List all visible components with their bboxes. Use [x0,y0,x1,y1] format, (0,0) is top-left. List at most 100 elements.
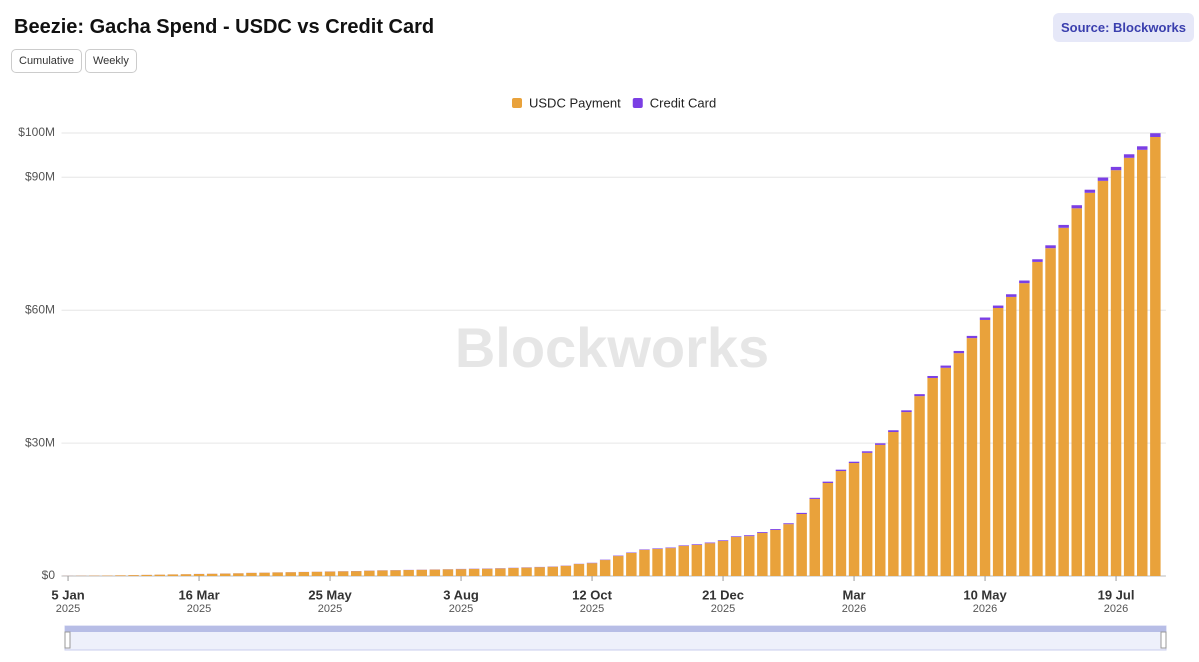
bar-segment [809,497,820,499]
bar-segment [757,532,768,534]
bar-segment [1071,205,1082,209]
navigator [64,625,1167,651]
bar-segment [1019,280,1030,284]
bar-segment [1110,170,1122,576]
bar-segment [822,481,834,483]
bar-segment [599,560,611,576]
y-tick-label: $30M [25,435,55,449]
bar-segment [940,367,951,576]
bar-segment [953,350,965,354]
x-tick-label: Mar [842,587,865,602]
x-tick-label: 12 Oct [572,587,612,602]
x-tick-year: 2025 [580,603,604,615]
bar-segment [704,542,716,544]
bar-segment [953,353,965,576]
bar-segment [246,572,257,576]
bar-segment [652,548,663,576]
bar-segment [992,307,1004,576]
bar-segment [730,536,742,538]
navigator-scrollbar[interactable] [65,626,1166,632]
bar-segment [128,575,139,576]
cumulative-button[interactable]: Cumulative [11,49,83,73]
bar-segment [848,461,860,464]
x-tick-label: 5 Jan [51,587,84,602]
bar-segment [1084,192,1096,576]
bar-segment [220,573,231,576]
bar-segment [665,548,676,576]
navigator-handle[interactable] [1160,631,1167,649]
bar-segment [534,567,545,576]
bar-segment [180,574,192,576]
bar-segment [796,513,807,576]
x-tick-year: 2025 [318,603,342,615]
bar-segment [193,574,205,576]
bar-segment [377,570,388,576]
bar-segment [796,512,807,514]
bar-segment [809,498,820,576]
bar-segment [351,571,362,576]
bar-segment [1150,136,1161,576]
bar-segment [770,529,781,576]
bar-segment [744,535,755,537]
bar-segment [521,567,532,576]
bar-segment [691,544,703,545]
bar-segment [639,549,650,576]
bar-segment [1084,189,1096,193]
x-tick-label: 10 May [963,587,1007,602]
bar-segment [1058,227,1069,576]
bar-segment [482,568,493,576]
bar-segment [324,571,336,576]
bar-segment [259,572,270,576]
bar-segment [914,396,925,576]
x-tick-label: 21 Dec [702,587,744,602]
bar-segment [442,569,454,576]
bar-segment [1006,294,1017,297]
bar-segment [1123,157,1135,577]
navigator-handle[interactable] [64,631,71,649]
bar-segment [783,523,794,525]
bar-segment [861,452,873,576]
bar-segment [468,568,480,576]
bar-segment [927,375,938,378]
bar-segment [508,568,519,576]
bar-segment [730,537,742,576]
legend-label: Credit Card [650,95,716,110]
legend-swatch [512,98,522,108]
weekly-button[interactable]: Weekly [85,49,137,73]
bar-segment [206,573,218,576]
x-tick-year: 2025 [449,603,473,615]
bar-segment [403,570,414,576]
bar-segment [560,565,572,576]
x-tick-label: 25 May [308,587,352,602]
bar-segment [1097,177,1109,181]
bar-segment [1123,154,1135,158]
bar-segment [848,463,860,576]
bar-segment [1032,259,1043,262]
bar-segment [115,575,126,576]
bar-segment [233,573,244,576]
bar-segment [927,377,938,576]
bar-segment [979,317,991,320]
x-tick-year: 2026 [1104,603,1128,615]
bar-segment [940,365,951,368]
bar-segment [337,571,349,576]
x-tick-label: 19 Jul [1098,587,1135,602]
bar-segment [691,544,703,576]
bar-segment [770,529,781,530]
bar-segment [1006,296,1017,576]
source-badge[interactable]: Source: Blockworks [1053,13,1194,42]
bar-segment [364,570,375,576]
y-tick-label: $60M [25,302,55,316]
bar-segment [495,568,506,576]
bar-segment [888,432,899,576]
bar-segment [547,566,558,576]
legend-label: USDC Payment [529,95,621,110]
bar-segment [914,394,925,397]
bar-segment [1071,208,1082,576]
bar-segment [1097,180,1109,576]
bar-segment [573,564,585,576]
bar-segment [875,444,886,576]
bar-segment [861,451,873,453]
bar-segment [1032,261,1043,576]
